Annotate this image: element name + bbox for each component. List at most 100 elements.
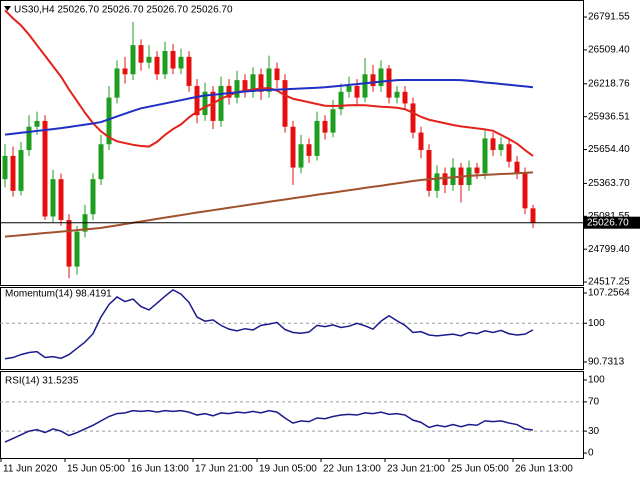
x-tick-label: 11 Jun 2020 [3, 464, 58, 475]
candle-body [306, 144, 312, 156]
candle-body [330, 109, 336, 133]
candle-body [42, 120, 48, 217]
y-tick-label: 26509.40 [588, 45, 630, 56]
candle-body [66, 219, 72, 267]
candle-body [394, 91, 400, 98]
candle-body [402, 91, 408, 104]
candle-body [138, 45, 144, 63]
y-tick-label: 25654.40 [588, 144, 630, 155]
candle-body [194, 85, 200, 116]
y-tick-label: 25363.70 [588, 178, 630, 189]
candle-body [226, 85, 232, 98]
candle-body [378, 68, 384, 86]
y-tick-label: 100 [588, 318, 605, 329]
candle-body [178, 56, 184, 69]
candle-body [498, 144, 504, 151]
candle-body [410, 103, 416, 133]
candle-body [490, 138, 496, 151]
chart-title: US30,H4 25026.70 25026.70 25026.70 25026… [14, 5, 233, 16]
candle-body [242, 80, 248, 92]
candle-body [218, 85, 224, 121]
y-tick-label: 0 [588, 448, 594, 459]
candle-body [514, 161, 520, 174]
x-tick-label: 25 Jun 05:00 [451, 464, 509, 475]
candle-body [154, 56, 160, 75]
candle-body [338, 91, 344, 110]
candle-body [162, 50, 168, 75]
candle-body [98, 144, 104, 180]
candle-body [26, 126, 32, 151]
x-tick-label: 26 Jun 13:00 [515, 464, 573, 475]
x-tick-label: 17 Jun 21:00 [195, 464, 253, 475]
candle-body [210, 91, 216, 121]
candle-body [282, 80, 288, 127]
candle-body [290, 126, 296, 168]
candle-body [50, 179, 56, 217]
candle-body [370, 74, 376, 86]
y-tick-label: 100 [588, 375, 605, 386]
candle-body [506, 144, 512, 162]
candle-body [450, 167, 456, 186]
y-tick-label: 24517.25 [588, 277, 630, 288]
candle-body [58, 179, 64, 220]
candle-body [386, 68, 392, 98]
candle-body [106, 97, 112, 145]
candle-body [234, 80, 240, 98]
main-panel-frame [0, 0, 584, 286]
candle-body [434, 173, 440, 191]
candle-body [170, 50, 176, 69]
candle-body [362, 74, 368, 98]
moving-average [4, 79, 534, 136]
last-price-box [583, 216, 640, 229]
candle-body [266, 68, 272, 92]
candle-body [314, 120, 320, 156]
y-tick-label: 30 [588, 426, 600, 437]
candle-body [114, 68, 120, 98]
candle-body [530, 208, 536, 223]
candle-body [10, 155, 16, 191]
y-tick-label: 107.2564 [588, 288, 630, 299]
y-tick-label: 90.7313 [588, 357, 625, 368]
last-price-label: 25026.70 [587, 217, 629, 228]
x-tick-label: 19 Jun 05:00 [259, 464, 317, 475]
candle-body [18, 150, 24, 191]
candle-body [130, 45, 136, 75]
indicator-line [4, 288, 534, 360]
y-tick-label: 26218.76 [588, 78, 630, 89]
candle-body [298, 144, 304, 168]
candle-body [146, 56, 152, 63]
y-tick-label: 24799.40 [588, 244, 630, 255]
y-tick-label: 26791.55 [588, 12, 630, 23]
candle-body [122, 68, 128, 75]
y-tick-label: 70 [588, 397, 600, 408]
candle-body [346, 85, 352, 92]
candle-body [258, 74, 264, 92]
candle-body [442, 173, 448, 186]
candle-body [186, 56, 192, 86]
candle-body [426, 150, 432, 191]
candle-body [202, 91, 208, 116]
indicator-line [4, 409, 534, 443]
candle-body [482, 138, 488, 174]
x-tick-label: 15 Jun 05:00 [67, 464, 125, 475]
momentum-panel-frame [0, 287, 584, 370]
candle-body [250, 74, 256, 92]
x-tick-label: 23 Jun 21:00 [387, 464, 445, 475]
x-tick-label: 22 Jun 13:00 [323, 464, 381, 475]
rsi-panel-frame [0, 371, 584, 459]
rsi-title: RSI(14) 31.5235 [5, 376, 79, 387]
candle-body [322, 120, 328, 133]
candle-body [90, 179, 96, 215]
title-arrow [4, 6, 11, 11]
candle-body [274, 68, 280, 81]
candle-body [34, 120, 40, 127]
moving-average [4, 171, 534, 238]
candle-body [354, 85, 360, 98]
y-tick-label: 25081.55 [588, 211, 630, 222]
y-tick-label: 25936.51 [588, 111, 630, 122]
candle-body [418, 132, 424, 151]
candle-body [74, 231, 80, 267]
